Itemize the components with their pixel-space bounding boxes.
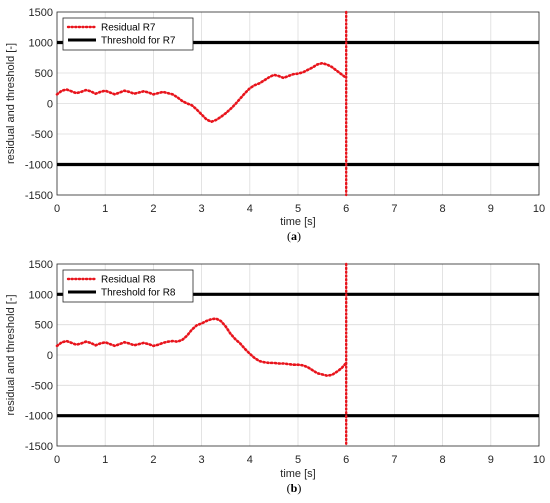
x-axis-label: time [s] bbox=[280, 468, 315, 480]
y-tick-label: 500 bbox=[35, 68, 53, 80]
x-tick-label: 10 bbox=[533, 203, 545, 215]
x-tick-label: 9 bbox=[488, 203, 494, 215]
chart-panel-a: 0 1 2 3 4 5 6 7 8 9 10 -1500 -1000 -500 0 500 1000 1500 ti… bbox=[5, 7, 545, 243]
legend-box bbox=[62, 269, 194, 303]
x-tick-label: 1 bbox=[102, 454, 108, 466]
x-tick-label: 6 bbox=[343, 203, 349, 215]
y-tick-label: 1000 bbox=[29, 289, 53, 301]
y-tick-label: -1500 bbox=[25, 441, 53, 453]
x-tick-label: 4 bbox=[247, 203, 253, 215]
series-line bbox=[55, 61, 348, 124]
legend-box bbox=[62, 17, 194, 51]
axes-box bbox=[56, 263, 540, 447]
y-tick-label: 1000 bbox=[29, 38, 53, 50]
y-tick-label: 500 bbox=[35, 320, 53, 332]
y-tick-label: 0 bbox=[47, 99, 53, 111]
y-axis-label: residual and threshold [-] bbox=[5, 294, 17, 415]
x-tick-label: 9 bbox=[488, 454, 494, 466]
y-axis-label: residual and threshold [-] bbox=[5, 43, 17, 164]
x-tick-label: 2 bbox=[150, 203, 156, 215]
legend-entry-label: Threshold for R7 bbox=[101, 36, 176, 47]
y-tick-label: -500 bbox=[31, 380, 53, 392]
series-line bbox=[55, 317, 348, 377]
x-tick-label: 5 bbox=[295, 454, 301, 466]
y-tick-label: 1500 bbox=[29, 7, 53, 19]
x-tick-label: 5 bbox=[295, 203, 301, 215]
x-tick-label: 7 bbox=[391, 203, 397, 215]
x-tick-label: 6 bbox=[343, 454, 349, 466]
legend-entry-label: Threshold for R8 bbox=[101, 288, 176, 299]
x-tick-label: 8 bbox=[440, 203, 446, 215]
x-tick-label: 1 bbox=[102, 203, 108, 215]
x-tick-label: 0 bbox=[54, 454, 60, 466]
x-tick-label: 3 bbox=[199, 454, 205, 466]
x-tick-label: 8 bbox=[440, 454, 446, 466]
chart-panel-b: 0 1 2 3 4 5 6 7 8 9 10 -1500 -1000 -500 0 500 1000 1500 ti… bbox=[5, 259, 545, 495]
y-tick-label: -1500 bbox=[25, 190, 53, 202]
x-tick-label: 10 bbox=[533, 454, 545, 466]
x-axis-label: time [s] bbox=[280, 216, 315, 228]
y-tick-label: 0 bbox=[47, 350, 53, 362]
y-tick-label: -1000 bbox=[25, 411, 53, 423]
legend-entry-label: Residual R7 bbox=[101, 23, 156, 34]
y-tick-label: 1500 bbox=[29, 259, 53, 271]
axes-box bbox=[56, 11, 540, 196]
y-tick-label: -500 bbox=[31, 129, 53, 141]
x-tick-label: 3 bbox=[199, 203, 205, 215]
y-tick-label: -1000 bbox=[25, 160, 53, 172]
panel-caption: (a) bbox=[287, 229, 301, 243]
x-tick-label: 2 bbox=[150, 454, 156, 466]
legend-entry-label: Residual R8 bbox=[101, 275, 156, 286]
x-tick-label: 4 bbox=[247, 454, 253, 466]
x-tick-label: 0 bbox=[54, 203, 60, 215]
panel-caption: (b) bbox=[287, 481, 302, 495]
x-tick-label: 7 bbox=[391, 454, 397, 466]
